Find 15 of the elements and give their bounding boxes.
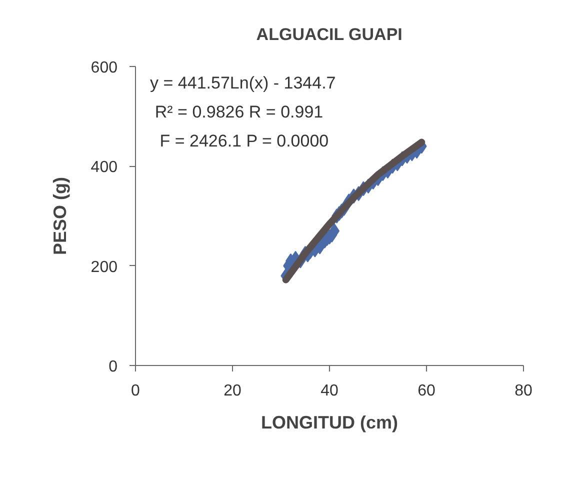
y-axis-title: PESO (g) xyxy=(50,176,70,255)
y-tick-label: 0 xyxy=(108,358,118,376)
y-tick-label: 600 xyxy=(90,60,118,76)
y-tick-label: 400 xyxy=(90,159,118,176)
x-tick-label: 60 xyxy=(418,382,436,400)
annotation: y = 441.57Ln(x) - 1344.7 xyxy=(150,73,336,92)
annotation: R² = 0.9826 R = 0.991 xyxy=(154,102,324,122)
x-tick-label: 20 xyxy=(224,382,242,400)
y-tick-label: 200 xyxy=(90,258,118,276)
x-tick-label: 0 xyxy=(131,382,140,400)
x-tick-label: 80 xyxy=(514,382,532,400)
x-tick-label: 40 xyxy=(320,382,338,400)
chart-title: ALGUACIL GUAPI xyxy=(256,25,402,44)
annotation: F = 2426.1 P = 0.0000 xyxy=(160,131,329,150)
x-axis-title: LONGITUD (cm) xyxy=(261,412,398,432)
